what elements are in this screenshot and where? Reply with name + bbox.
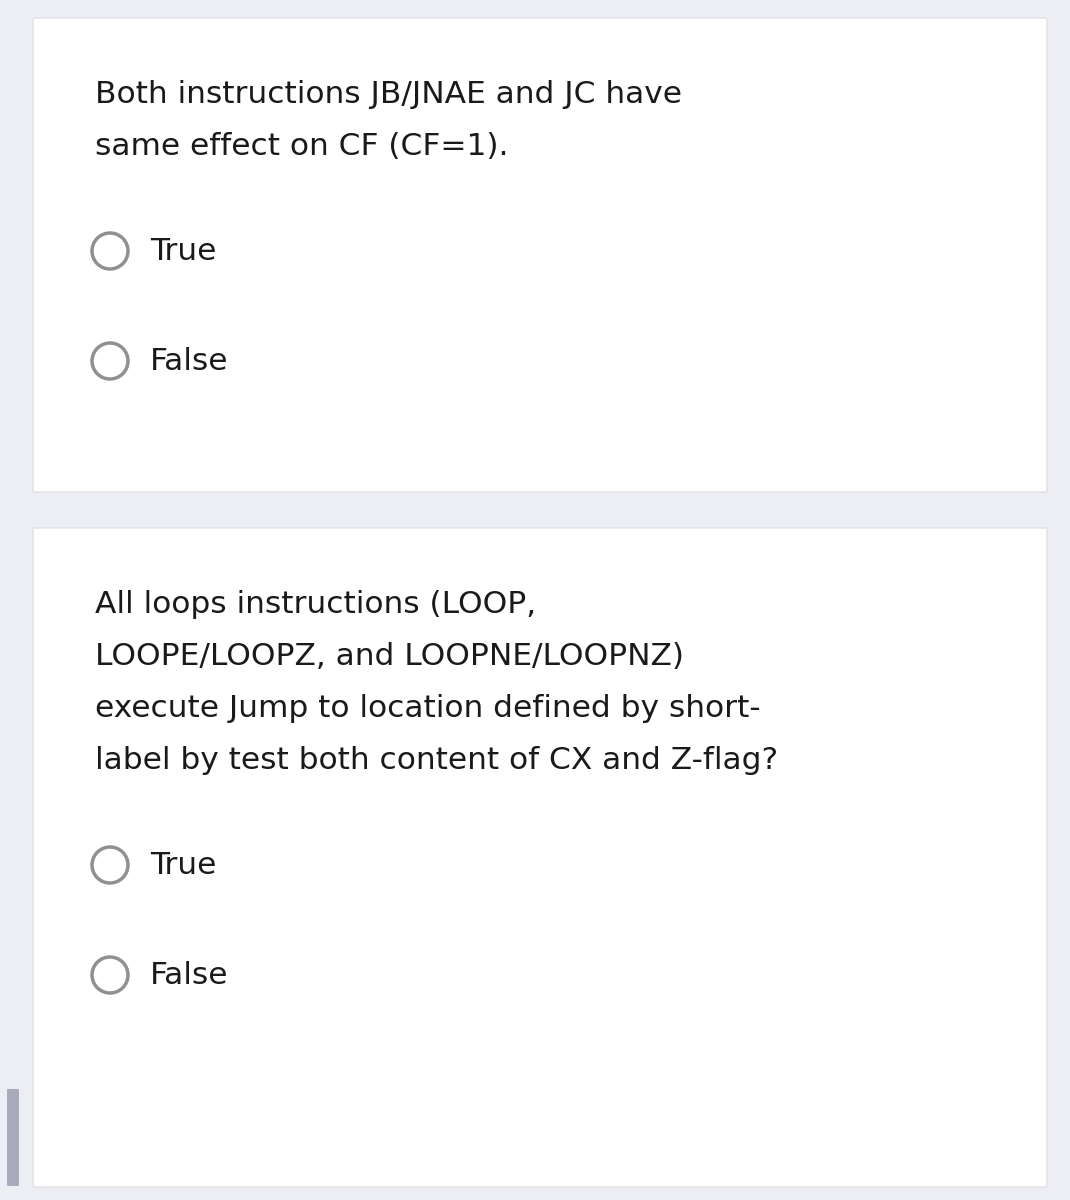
Text: All loops instructions (LOOP,: All loops instructions (LOOP,: [95, 590, 536, 619]
FancyBboxPatch shape: [7, 1090, 19, 1186]
Text: False: False: [150, 347, 229, 376]
Text: LOOPE/LOOPZ, and LOOPNE/LOOPNZ): LOOPE/LOOPZ, and LOOPNE/LOOPNZ): [95, 642, 684, 671]
Text: True: True: [150, 851, 216, 880]
FancyBboxPatch shape: [33, 528, 1048, 1187]
Text: label by test both content of CX and Z-flag?: label by test both content of CX and Z-f…: [95, 746, 778, 775]
FancyBboxPatch shape: [33, 18, 1048, 492]
Text: True: True: [150, 236, 216, 265]
Text: False: False: [150, 960, 229, 990]
Text: Both instructions JB/JNAE and JC have: Both instructions JB/JNAE and JC have: [95, 80, 682, 109]
Text: execute Jump to location defined by short-: execute Jump to location defined by shor…: [95, 694, 761, 722]
Text: same effect on CF (CF=1).: same effect on CF (CF=1).: [95, 132, 508, 161]
